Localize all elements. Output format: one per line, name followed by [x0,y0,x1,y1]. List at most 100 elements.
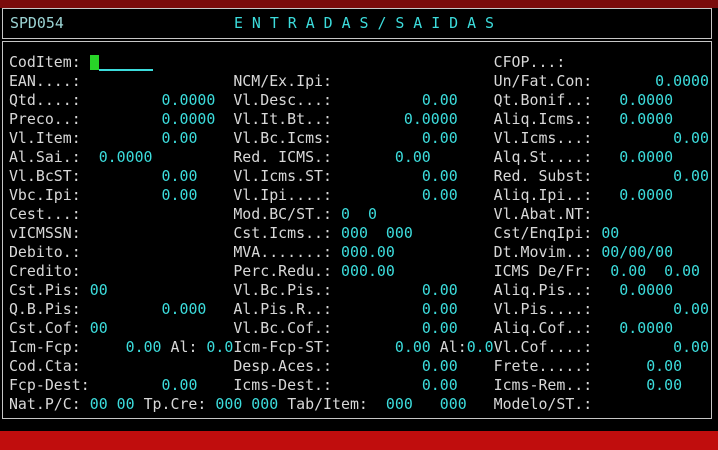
field-label: Aliq.Pis..: [493,281,593,299]
field-label: Fcp-Dest: [8,376,90,394]
form-row: CodItem: CFOP...: [0,53,718,72]
field-label: Tp.Cre: [143,395,207,413]
field-label: Red. Subst: [493,167,593,185]
field-value: 0.0000 [619,281,674,299]
field-value: 0.00 [421,129,458,147]
field-label: EAN....: [8,72,81,90]
field-label: Cst.Cof: [8,319,81,337]
field-value: 0.0000 [98,148,153,166]
field-value: 000.00 [341,262,395,280]
form-row: vICMSSN: Cst.Icms..: 000 000 Cst/EnqIpi: 00 [0,224,718,243]
coditem-input-field[interactable] [98,69,153,71]
form-row: Q.B.Pis: 0.000 Al.Pis.R..: 0.00 Vl.Pis....: 0… [0,300,718,319]
field-value: 0.00 [161,167,198,185]
field-value: 0.00 [421,357,458,375]
field-value: 0.00 [421,319,458,337]
form-row: Al.Sai.: 0.0000 Red. ICMS.: 0.00 Alq.St....:… [0,148,718,167]
field-value: 0.0000 [619,186,674,204]
field-label: Vl.Desc...: [233,91,332,109]
field-value: 00 [89,281,108,299]
field-label: Cst.Icms..: [233,224,332,242]
field-label: Vl.Icms.ST: [233,167,332,185]
field-value: 0.00 [161,129,198,147]
field-label: Qt.Bonif..: [493,91,593,109]
field-label: CFOP...: [493,53,566,71]
field-value: 0.00 [421,186,458,204]
field-value: 0 [341,205,351,223]
field-label: Debito.: [8,243,81,261]
field-label: Icms-Dest.: [233,376,332,394]
field-value: 0.00 [646,376,683,394]
field-value: 0.0000 [403,110,458,128]
field-label: Cest...: [8,205,81,223]
field-label: Vbc.Ipi: [8,186,81,204]
field-label: Credito: [8,262,81,280]
field-value: 000 [215,395,243,413]
field-label: Frete.....: [493,357,593,375]
field-value: 000 [341,224,368,242]
field-value: 00 [116,395,135,413]
field-label: Modelo/ST.: [493,395,593,413]
field-label: Mod.BC/ST.: [233,205,332,223]
field-label: Vl.BcST: [8,167,81,185]
field-value: 0.00 [610,262,647,280]
field-value: 0.0000 [161,91,216,109]
field-label: Vl.Icms...: [493,129,593,147]
form-row: Cest...: Mod.BC/ST.: 0 0 Vl.Abat.NT: [0,205,718,224]
field-value: 0.000 [161,300,207,318]
form-panel [2,41,712,419]
field-label: Cod.Cta: [8,357,81,375]
field-value: 000 [251,395,279,413]
field-value: 0.0000 [619,91,674,109]
field-label: Icm-Fcp: [8,338,81,356]
field-label: Qtd....: [8,91,81,109]
field-value: 000.00 [341,243,395,261]
field-label: Nat.P/C: [8,395,81,413]
form-row: Debito.: MVA.......: 000.00 Dt.Movim..: 00/0… [0,243,718,262]
field-label: Aliq.Cof..: [493,319,593,337]
field-label: Icms-Rem..: [493,376,593,394]
field-label: Dt.Movim..: [493,243,593,261]
field-label: Red. ICMS.: [233,148,332,166]
field-value: 0.00 [646,357,683,375]
field-value: 00/00/00 [601,243,674,261]
field-value: 0.0000 [619,110,674,128]
field-value: 00 [89,395,108,413]
field-label: Perc.Redu.: [233,262,332,280]
form-row: Vbc.Ipi: 0.00 Vl.Ipi....: 0.00 Aliq.Ipi..: 0.… [0,186,718,205]
form-row: Icm-Fcp: 0.00 Al: 0.0 Icm-Fcp-ST: 0.00 Al: 0.0 V… [0,338,718,357]
field-label: Vl.Cof....: [493,338,593,356]
form-row: Cst.Pis: 00 Vl.Bc.Pis.: 0.00 Aliq.Pis..: 0.00… [0,281,718,300]
field-value: 0.00 [161,186,198,204]
field-label: Vl.Abat.NT: [493,205,593,223]
field-label: Tab/Item: [287,395,368,413]
field-label: Vl.Ipi....: [233,186,332,204]
field-label: Alq.St....: [493,148,593,166]
field-label: MVA.......: [233,243,332,261]
field-value: 0.00 [394,338,431,356]
field-value: 000 [385,395,413,413]
field-value: 0.0000 [619,148,674,166]
field-value: 000 [439,395,467,413]
field-label: Cst.Pis: [8,281,81,299]
field-value: 00 [601,224,620,242]
form-row: Qtd....: 0.0000 Vl.Desc...: 0.00 Qt.Bonif..:… [0,91,718,110]
field-label: vICMSSN: [8,224,81,242]
field-value: 0.00 [394,148,431,166]
form-row: Preco..: 0.0000 Vl.It.Bt..: 0.0000 Aliq.Icms… [0,110,718,129]
form-row: Vl.Item: 0.00 Vl.Bc.Icms: 0.00 Vl.Icms...: 0.… [0,129,718,148]
field-value: 0.0000 [655,72,709,90]
field-value: 0.00 [125,338,162,356]
field-label: Vl.It.Bt..: [233,110,332,128]
field-label: Aliq.Icms.: [493,110,593,128]
field-label: Vl.Pis....: [493,300,593,318]
field-value: 0.00 [421,91,458,109]
field-value: 00 [89,319,108,337]
page-title: E N T R A D A S / S A I D A S [234,14,494,32]
field-label: Al.Pis.R..: [233,300,332,318]
text-cursor [89,55,99,70]
form-row: Nat.P/C: 00 00 Tp.Cre: 000 000 Tab/Item: 000 000… [0,395,718,414]
field-value: 0.00 [673,338,709,356]
field-label: Al: [439,338,467,356]
